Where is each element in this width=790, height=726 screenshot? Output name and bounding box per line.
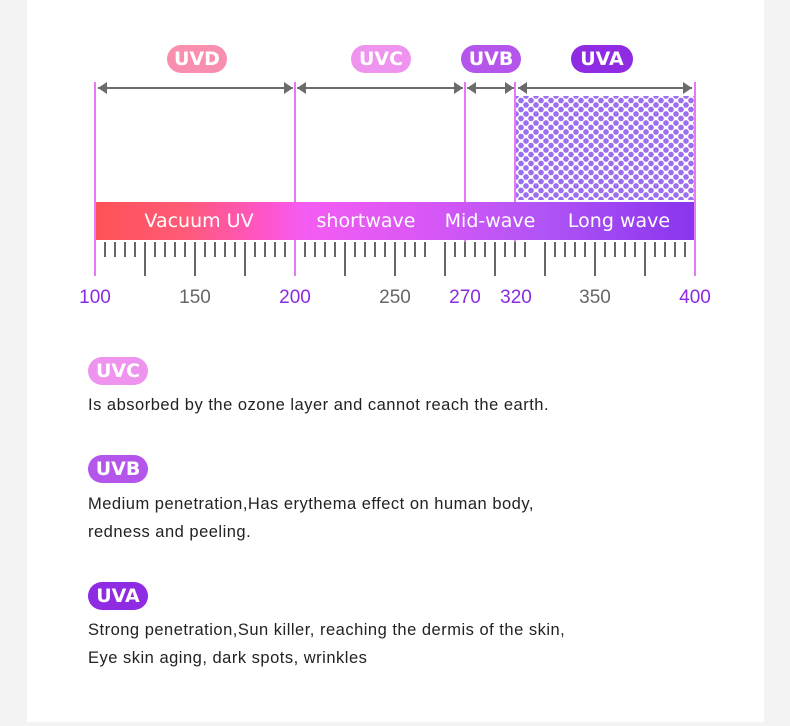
tick-mark (134, 242, 136, 257)
tick-mark (204, 242, 206, 257)
shortwave-label: shortwave (316, 210, 416, 232)
uvd-range-arrow (98, 82, 293, 94)
tick-mark (144, 242, 146, 276)
boundary-270 (464, 82, 466, 256)
axis-label-270: 270 (449, 287, 481, 308)
tick-mark (514, 242, 516, 257)
tick-mark (464, 242, 466, 257)
tick-mark (504, 242, 506, 257)
tick-mark (444, 242, 446, 276)
uvc-description-line: Is absorbed by the ozone layer and canno… (88, 396, 550, 414)
tick-mark (564, 242, 566, 257)
tick-mark (334, 242, 336, 257)
tick-mark (124, 242, 126, 257)
uva-hatched-region (516, 96, 694, 200)
axis-label-320: 320 (500, 287, 532, 308)
tick-mark (264, 242, 266, 257)
uvb-range-arrow (467, 82, 514, 94)
tick-mark (194, 242, 196, 276)
uva-pill: UVA (571, 45, 633, 73)
uvc-pill: UVC (351, 45, 411, 73)
tick-mark (654, 242, 656, 257)
axis-label-100: 100 (79, 287, 111, 308)
uvc-description: Is absorbed by the ozone layer and canno… (88, 391, 549, 419)
tick-mark (624, 242, 626, 257)
tick-mark (104, 242, 106, 257)
uva-description-line-1: Strong penetration,Sun killer, reaching … (88, 621, 566, 639)
axis-label-150: 150 (179, 287, 211, 308)
tick-mark (674, 242, 676, 257)
tick-mark (524, 242, 526, 257)
spectrum-bar: Vacuum UV shortwave Mid-wave Long wave (96, 202, 694, 240)
axis-label-250: 250 (379, 287, 411, 308)
uvb-description-line-2: redness and peeling. (88, 523, 252, 541)
tick-mark (274, 242, 276, 257)
tick-mark (664, 242, 666, 257)
uvb-pill: UVB (461, 45, 521, 73)
tick-mark (604, 242, 606, 257)
boundary-320 (514, 82, 516, 256)
tick-mark (154, 242, 156, 257)
tick-mark (614, 242, 616, 257)
tick-mark (544, 242, 546, 276)
boundary-200 (294, 82, 296, 276)
tick-mark (354, 242, 356, 257)
tick-mark (454, 242, 456, 257)
tick-mark (484, 242, 486, 257)
tick-mark (114, 242, 116, 257)
uva-range-arrow (518, 82, 692, 94)
tick-mark (234, 242, 236, 257)
tick-mark (164, 242, 166, 257)
tick-mark (684, 242, 686, 257)
axis-label-200: 200 (279, 287, 311, 308)
tick-mark (254, 242, 256, 257)
vacuum-uv-label: Vacuum UV (144, 210, 254, 232)
uvb-description: Medium penetration,Has erythema effect o… (88, 490, 534, 546)
tick-mark (384, 242, 386, 257)
tick-mark (184, 242, 186, 257)
tick-mark (314, 242, 316, 257)
tick-mark (594, 242, 596, 276)
tick-mark (244, 242, 246, 276)
tick-mark (414, 242, 416, 257)
tick-mark (584, 242, 586, 257)
uvb-badge: UVB (88, 455, 148, 483)
tick-mark (374, 242, 376, 257)
axis-label-400: 400 (679, 287, 711, 308)
uvb-description-line-1: Medium penetration,Has erythema effect o… (88, 495, 534, 513)
tick-mark (574, 242, 576, 257)
uvd-pill: UVD (167, 45, 227, 73)
tick-mark (344, 242, 346, 276)
uvc-badge: UVC (88, 357, 148, 385)
axis-label-350: 350 (579, 287, 611, 308)
tick-mark (634, 242, 636, 257)
tick-mark (554, 242, 556, 257)
tick-mark (394, 242, 396, 276)
tick-mark (404, 242, 406, 257)
tick-mark (224, 242, 226, 257)
tick-mark (364, 242, 366, 257)
uva-description-line-2: Eye skin aging, dark spots, wrinkles (88, 649, 368, 667)
boundary-400 (694, 82, 696, 276)
tick-mark (644, 242, 646, 276)
boundary-100 (94, 82, 96, 276)
tick-mark (324, 242, 326, 257)
mid-wave-label: Mid-wave (444, 210, 536, 232)
tick-mark (474, 242, 476, 257)
tick-mark (304, 242, 306, 257)
tick-mark (174, 242, 176, 257)
tick-mark (214, 242, 216, 257)
uva-badge: UVA (88, 582, 148, 610)
uvc-range-arrow (297, 82, 463, 94)
tick-mark (284, 242, 286, 257)
uva-description: Strong penetration,Sun killer, reaching … (88, 616, 565, 672)
tick-mark (424, 242, 426, 257)
long-wave-label: Long wave (567, 210, 671, 232)
tick-mark (494, 242, 496, 276)
